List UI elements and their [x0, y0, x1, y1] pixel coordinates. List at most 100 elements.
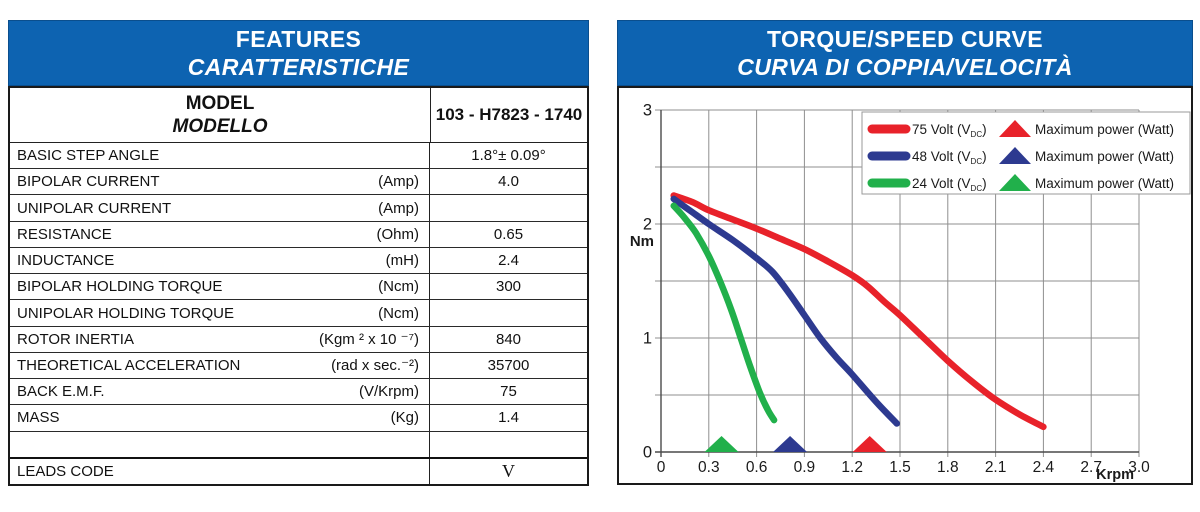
spec-row: BIPOLAR HOLDING TORQUE (Ncm) 300 [10, 273, 587, 300]
legend-triangle-swatch-48v [999, 147, 1031, 164]
spec-row: BIPOLAR CURRENT (Amp) 4.0 [10, 168, 587, 195]
spec-label: MASS [17, 409, 60, 427]
spec-row: UNIPOLAR CURRENT (Amp) [10, 194, 587, 221]
spec-label-cell: BIPOLAR HOLDING TORQUE (Ncm) [10, 274, 430, 300]
spec-unit: (Ncm) [378, 304, 419, 322]
x-tick-label: 1.2 [841, 459, 863, 476]
spec-row: BACK E.M.F. (V/Krpm) 75 [10, 378, 587, 405]
legend-voltage-label-48v: 48 Volt (VDC) [912, 149, 987, 166]
x-tick-label: 2.1 [985, 459, 1007, 476]
features-subtitle: CARATTERISTICHE [187, 54, 410, 80]
features-table: MODEL MODELLO 103 - H7823 - 1740 BASIC S… [8, 86, 589, 486]
torque-curve-75v [670, 192, 1047, 431]
legend-voltage-label-24v: 24 Volt (VDC) [912, 176, 987, 193]
spec-row-spacer [10, 430, 587, 457]
x-tick-label: 1.5 [889, 459, 911, 476]
spec-row: LEADS CODE V [10, 456, 587, 485]
spec-label: UNIPOLAR CURRENT [17, 199, 172, 217]
y-axis-label: Nm [630, 233, 654, 250]
spec-value [430, 195, 587, 220]
spec-unit: (V/Krpm) [359, 383, 419, 401]
torque-curve-24v [670, 202, 778, 424]
model-row: MODEL MODELLO 103 - H7823 - 1740 [10, 88, 587, 143]
spec-label-cell: BASIC STEP ANGLE [10, 143, 430, 169]
torque-title: TORQUE/SPEED CURVE [766, 26, 1044, 52]
spec-label-cell: RESISTANCE (Ohm) [10, 221, 430, 247]
spec-label: BIPOLAR HOLDING TORQUE [17, 278, 223, 296]
spec-label-cell: INDUCTANCE (mH) [10, 247, 430, 274]
legend-triangle-swatch-75v [999, 120, 1031, 137]
spec-row: MASS (Kg) 1.4 [10, 404, 587, 431]
torque-subtitle: CURVA DI COPPIA/VELOCITÀ [737, 54, 1073, 80]
spec-value: 1.4 [498, 409, 519, 427]
y-tick-label: 0 [643, 444, 652, 462]
legend-voltage-label-75v: 75 Volt (VDC) [912, 122, 987, 139]
spec-value: 840 [495, 330, 522, 348]
spec-label: UNIPOLAR HOLDING TORQUE [17, 304, 234, 322]
max-power-marker-48v [773, 436, 808, 452]
torque-curve-48v [670, 195, 901, 427]
spec-label-cell: UNIPOLAR HOLDING TORQUE (Ncm) [10, 300, 430, 326]
features-title: FEATURES [235, 26, 362, 52]
spec-value: 75 [500, 383, 517, 401]
spec-label: THEORETICAL ACCELERATION [17, 356, 241, 374]
max-power-marker-75v [852, 436, 887, 452]
spec-value: 1.8°± 0.09° [471, 147, 546, 165]
spec-unit: (mH) [385, 252, 419, 270]
x-tick-label: 0 [657, 459, 666, 476]
spec-label-cell: THEORETICAL ACCELERATION (rad x sec.⁻²) [10, 352, 430, 379]
spec-label-cell: LEADS CODE [10, 458, 430, 485]
x-tick-label: 0.3 [698, 459, 720, 476]
torque-speed-chart: 75 Volt (VDC) Maximum power (Watt) 48 Volt… [617, 86, 1193, 485]
x-tick-label: 1.8 [937, 459, 959, 476]
legend-max-power-label-48v: Maximum power (Watt) [1035, 149, 1174, 164]
max-power-marker-24v [704, 436, 739, 452]
spec-label: INDUCTANCE [17, 252, 115, 270]
spec-value: 300 [495, 278, 522, 296]
spec-value: 2.4 [498, 252, 519, 270]
spec-row: RESISTANCE (Ohm) 0.65 [10, 220, 587, 247]
torque-speed-chart-svg: 75 Volt (VDC) Maximum power (Watt) 48 Volt… [630, 102, 1191, 483]
spec-label-cell: UNIPOLAR CURRENT (Amp) [10, 195, 430, 221]
y-tick-label: 2 [643, 216, 652, 234]
spec-unit: (Amp) [378, 199, 419, 217]
spec-unit: (Kgm ² x 10 ⁻⁷) [318, 331, 419, 349]
spec-label-cell: ROTOR INERTIA (Kgm ² x 10 ⁻⁷) [10, 326, 430, 352]
spec-label-cell: BACK E.M.F. (V/Krpm) [10, 379, 430, 405]
spec-label: LEADS CODE [17, 462, 114, 480]
spec-row: ROTOR INERTIA (Kgm ² x 10 ⁻⁷) 840 [10, 325, 587, 352]
model-value: 103 - H7823 - 1740 [435, 105, 583, 124]
spec-value [430, 300, 587, 325]
x-tick-label: 0.6 [746, 459, 768, 476]
spec-unit: (Kg) [390, 409, 419, 427]
model-label-it: MODELLO [172, 116, 268, 137]
model-label-en: MODEL [185, 93, 255, 114]
x-tick-label: 0.9 [794, 459, 816, 476]
legend-box [861, 111, 1191, 195]
spec-value: 4.0 [498, 173, 519, 191]
spec-rows: BASIC STEP ANGLE 1.8°± 0.09° BIPOLAR CURRE… [10, 143, 587, 485]
spec-row: UNIPOLAR HOLDING TORQUE (Ncm) [10, 299, 587, 326]
spec-label: BIPOLAR CURRENT [17, 173, 160, 191]
spec-value: 35700 [487, 356, 530, 374]
spec-unit: (Ohm) [376, 225, 420, 243]
spec-unit: (rad x sec.⁻²) [331, 357, 419, 375]
torque-header: TORQUE/SPEED CURVE CURVA DI COPPIA/VELOC… [617, 20, 1193, 86]
spec-label: BACK E.M.F. [17, 383, 105, 401]
y-tick-label: 1 [643, 330, 652, 348]
spec-value: 0.65 [493, 225, 524, 243]
spec-row: BASIC STEP ANGLE 1.8°± 0.09° [10, 143, 587, 169]
spec-label: ROTOR INERTIA [17, 330, 134, 348]
spec-label-cell [10, 431, 430, 457]
spec-unit: (Amp) [378, 173, 419, 191]
legend-max-power-label-24v: Maximum power (Watt) [1035, 176, 1174, 191]
spec-value: V [502, 460, 515, 481]
x-tick-label: 3.0 [1128, 459, 1150, 476]
x-tick-label: 2.7 [1080, 459, 1102, 476]
spec-label: BASIC STEP ANGLE [17, 147, 160, 165]
x-axis-label: Krpm [1096, 467, 1134, 483]
spec-unit: (Ncm) [378, 278, 419, 296]
features-header: FEATURES CARATTERISTICHE [8, 20, 589, 86]
legend-triangle-swatch-24v [999, 174, 1031, 191]
